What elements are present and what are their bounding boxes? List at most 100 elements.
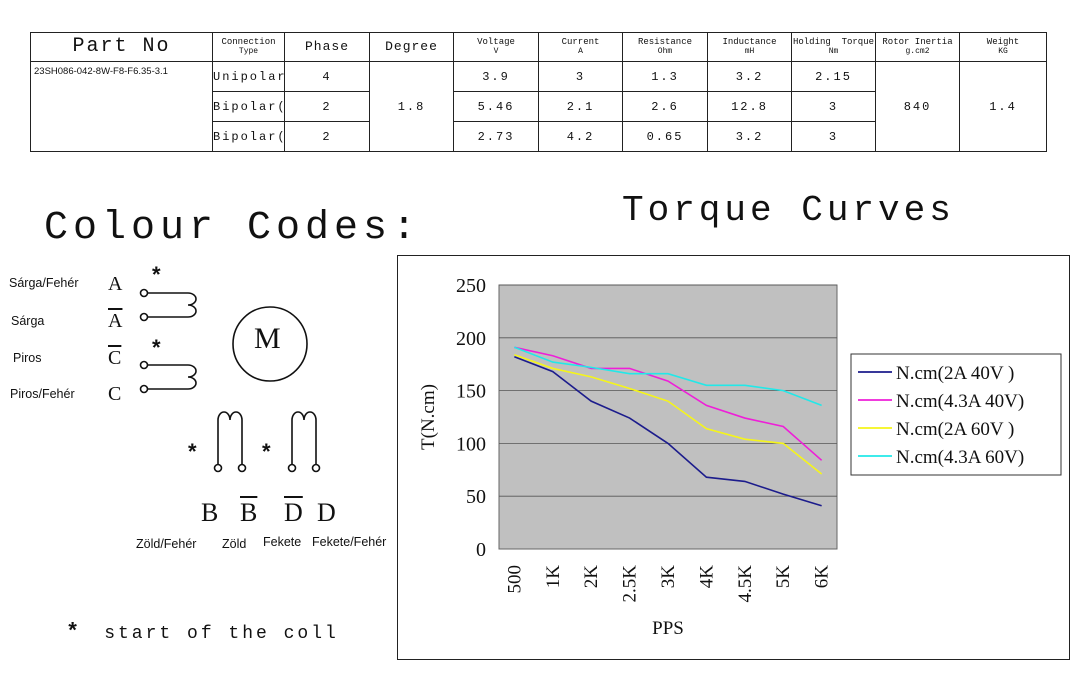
header-current: Current A — [538, 32, 623, 62]
header-connection-sub: Type — [238, 47, 259, 56]
cell-rotor-inertia: 840 — [875, 61, 960, 152]
header-inertia-unit: g.cm2 — [905, 47, 930, 56]
header-inertia-label: Rotor Inertia — [882, 37, 953, 47]
header-holding-unit: Nm — [828, 47, 839, 56]
y-tick-label: 200 — [456, 328, 486, 350]
start-star-a: * — [152, 262, 161, 287]
wire-b-label: Zöld/Fehér — [136, 537, 197, 551]
legend-star-icon: * — [66, 620, 83, 645]
plot-area — [498, 284, 838, 550]
cell-voltage: 5.46 — [453, 91, 539, 122]
cell-current: 3 — [538, 61, 623, 92]
wire-dbar-label: Fekete — [263, 535, 302, 549]
x-tick-label: 4.5K — [735, 565, 756, 603]
header-holding-label: Holding Torque — [792, 37, 874, 47]
header-inductance-unit: mH — [744, 47, 755, 56]
x-tick-label: 1K — [543, 565, 564, 589]
cell-resistance: 1.3 — [622, 61, 708, 92]
terminal-cbar — [139, 360, 149, 370]
wire-abar-label: Sárga — [11, 314, 45, 328]
header-voltage-unit: V — [493, 47, 499, 56]
cell-current: 4.2 — [538, 121, 623, 152]
wire-abar-letter: A — [108, 310, 123, 332]
cell-type: Unipolar — [212, 61, 285, 92]
header-degree: Degree — [369, 32, 454, 62]
cell-voltage: 2.73 — [453, 121, 539, 152]
wire-dbar-letter: D — [284, 498, 303, 527]
colour-codes-title: Colour Codes: — [44, 206, 422, 251]
x-tick-label: 2K — [581, 565, 602, 589]
wire-c-label: Piros/Fehér — [10, 387, 75, 401]
coil-a — [148, 292, 197, 318]
cell-inductance: 3.2 — [707, 61, 792, 92]
wire-cbar-letter: C — [108, 347, 122, 369]
winding-diagram — [139, 288, 321, 473]
motor-circle — [232, 306, 308, 382]
header-connection: Connection Type — [212, 32, 285, 62]
cell-inductance: 3.2 — [707, 121, 792, 152]
header-voltage-label: Voltage — [477, 37, 515, 47]
header-resistance-label: Resistance — [637, 37, 692, 47]
x-tick-label: 3K — [658, 565, 679, 589]
start-star-b: * — [188, 439, 197, 464]
cell-phase: 2 — [284, 121, 370, 152]
y-tick-label: 100 — [456, 433, 486, 455]
coil-b — [217, 411, 243, 464]
legend-entry: N.cm(4.3A 40V) — [896, 391, 1024, 412]
y-tick-label: 250 — [456, 275, 486, 297]
cell-voltage: 3.9 — [453, 61, 539, 92]
wire-a-label: Sárga/Fehér — [9, 276, 79, 290]
cell-weight: 1.4 — [959, 61, 1047, 152]
start-star-c: * — [152, 335, 161, 360]
torque-chart-frame: 0 50 100 150 200 250 500 1K 2K 2.5K 3K 4K 4.5K 5K 6K T(… — [397, 255, 1070, 660]
torque-chart: 0 50 100 150 200 250 500 1K 2K 2.5K 3K 4K 4.5K 5K 6K T(… — [418, 275, 1062, 639]
wire-bbar-letter: B — [240, 498, 258, 527]
terminal-abar — [139, 312, 149, 322]
cell-type: Bipolar(S) — [212, 91, 285, 122]
series-line — [514, 346, 823, 461]
cell-holding: 2.15 — [791, 61, 876, 92]
header-current-label: Current — [561, 37, 600, 47]
spec-row: 23SH086-042-8W-F8-F6.35-3.1 Unipolar 4 1… — [30, 61, 1047, 152]
x-axis-label: PPS — [652, 618, 684, 639]
terminal-c — [139, 384, 149, 394]
legend-entry: N.cm(4.3A 60V) — [896, 447, 1024, 468]
terminal-d — [311, 463, 321, 473]
motor-symbol: M — [254, 322, 281, 355]
cell-phase: 4 — [284, 61, 370, 92]
wire-a-letter: A — [108, 273, 123, 295]
cell-degree: 1.8 — [369, 61, 454, 152]
legend-entry: N.cm(2A 40V ) — [896, 363, 1014, 384]
wire-b-letter: B — [201, 498, 219, 527]
cell-phase: 2 — [284, 91, 370, 122]
header-inductance-label: Inductance — [722, 37, 777, 47]
series-line — [514, 346, 822, 407]
x-tick-label: 6K — [812, 565, 833, 589]
x-tick-label: 2.5K — [620, 565, 641, 603]
x-tick-label: 500 — [504, 565, 525, 594]
series-line — [514, 353, 823, 475]
wire-d-label: Fekete/Fehér — [312, 535, 387, 549]
wire-d-letter: D — [317, 498, 336, 527]
header-rotor-inertia: Rotor Inertia g.cm2 — [875, 32, 960, 62]
coil-d — [291, 411, 317, 464]
spec-row: Bipolar(P) 2 2.73 4.2 0.65 3.2 3 — [31, 121, 1047, 152]
torque-curves-title: Torque Curves — [622, 190, 955, 231]
x-tick-label: 4K — [696, 565, 717, 589]
header-current-unit: A — [578, 47, 583, 56]
header-part-no: Part No — [30, 32, 213, 62]
header-connection-label: Connection — [221, 37, 276, 47]
start-of-coil-note: * start of the coll — [66, 620, 339, 645]
y-tick-label: 150 — [456, 381, 486, 403]
start-star-d: * — [262, 439, 271, 464]
terminal-dbar — [287, 463, 297, 473]
cell-holding: 3 — [791, 121, 876, 152]
y-axis-label: T(N.cm) — [418, 384, 439, 450]
header-weight: Weight KG — [959, 32, 1047, 62]
cell-holding: 3 — [791, 91, 876, 122]
y-tick-label: 50 — [466, 486, 486, 508]
y-tick-label: 0 — [476, 539, 486, 561]
x-tick-label: 5K — [773, 565, 794, 589]
header-weight-unit: KG — [998, 47, 1008, 56]
terminal-b — [213, 463, 223, 473]
